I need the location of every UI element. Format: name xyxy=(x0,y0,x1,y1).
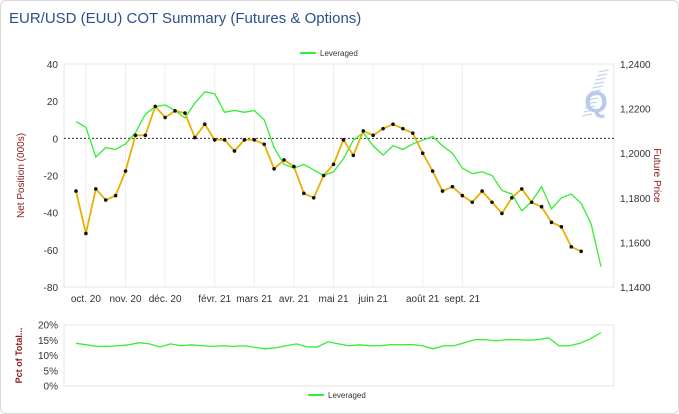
y2-tick-label: 1,2400 xyxy=(620,60,651,71)
price-point xyxy=(401,126,405,131)
y-tick-label: -80 xyxy=(44,283,59,294)
sub-y-tick-label: 15% xyxy=(38,336,58,347)
price-point xyxy=(391,122,395,127)
y2-tick-label: 1,2000 xyxy=(620,149,651,160)
y-tick-label: -60 xyxy=(44,246,59,257)
price-point xyxy=(500,211,504,216)
price-point xyxy=(143,133,148,138)
price-point xyxy=(341,138,346,142)
price-point xyxy=(292,164,296,169)
price-point xyxy=(450,184,455,189)
sub-plot-area xyxy=(63,324,615,387)
legend-label-leveraged: Leveraged xyxy=(320,49,358,58)
price-point xyxy=(579,249,583,254)
price-point xyxy=(193,135,197,140)
price-point xyxy=(123,169,128,173)
x-tick-label: oct. 20 xyxy=(71,294,101,305)
x-tick-label: nov. 20 xyxy=(109,294,141,305)
sub-y-tick-label: 5% xyxy=(44,366,59,377)
price-point xyxy=(559,224,564,229)
x-tick-label: mars 21 xyxy=(236,294,273,305)
price-point xyxy=(173,109,177,113)
price-point xyxy=(539,204,544,209)
price-point xyxy=(242,138,247,142)
price-point xyxy=(252,138,257,142)
price-point xyxy=(321,173,326,178)
price-point xyxy=(282,158,286,162)
price-point xyxy=(302,191,306,196)
price-point xyxy=(490,200,494,205)
price-point xyxy=(202,122,207,127)
price-point xyxy=(113,193,118,198)
y2-tick-label: 1,1600 xyxy=(620,238,651,249)
sub-y-tick-label: 20% xyxy=(38,321,58,332)
price-point xyxy=(371,133,375,138)
price-point xyxy=(480,189,484,193)
price-point xyxy=(420,151,425,155)
price-point xyxy=(460,193,465,198)
price-point xyxy=(183,111,187,115)
price-point xyxy=(311,196,316,200)
price-point xyxy=(430,169,435,173)
x-tick-label: déc. 20 xyxy=(149,294,182,305)
price-point xyxy=(410,131,415,135)
y2-tick-label: 1,2200 xyxy=(620,105,651,116)
x-tick-label: juin 21 xyxy=(357,294,388,305)
price-point xyxy=(163,115,167,120)
x-tick-label: mai 21 xyxy=(319,294,349,305)
price-point xyxy=(569,245,574,249)
y-tick-label: 0 xyxy=(52,134,58,145)
y-tick-label: -40 xyxy=(44,209,59,220)
series-line-price xyxy=(75,104,582,253)
sub-series-line-leveraged xyxy=(75,332,602,350)
q-logo-icon: Q xyxy=(581,69,609,119)
sub-y-tick-label: 0% xyxy=(44,382,59,393)
price-point xyxy=(549,220,554,225)
price-point xyxy=(232,149,237,153)
price-point xyxy=(74,189,78,193)
price-point xyxy=(212,138,217,142)
x-tick-label: avr. 21 xyxy=(279,294,309,305)
price-point xyxy=(133,133,138,138)
y2-tick-label: 1,1400 xyxy=(620,283,651,294)
price-point xyxy=(519,187,524,191)
y2-tick-label: 1,1800 xyxy=(620,194,651,205)
page-title: EUR/USD (EUU) COT Summary (Futures & Opt… xyxy=(9,10,362,27)
x-tick-label: août 21 xyxy=(406,294,440,305)
price-point xyxy=(470,200,475,205)
price-point xyxy=(440,189,445,193)
sub-legend-label-leveraged: Leveraged xyxy=(328,391,366,400)
y-tick-label: -20 xyxy=(44,172,59,183)
price-point xyxy=(94,187,98,191)
price-point xyxy=(222,138,227,142)
sub-y-axis-title: Pct of Total... xyxy=(14,328,24,384)
price-point xyxy=(103,198,108,202)
svg-text:Q: Q xyxy=(584,86,607,119)
price-point xyxy=(331,162,336,167)
price-point xyxy=(510,196,514,200)
y-tick-label: 20 xyxy=(47,97,59,108)
price-point xyxy=(351,153,356,158)
price-point xyxy=(153,104,158,109)
y-axis-title: Net Position (000s) xyxy=(16,133,27,218)
price-point xyxy=(272,167,276,171)
plot-area xyxy=(63,63,615,288)
price-point xyxy=(361,129,366,133)
x-tick-label: févr. 21 xyxy=(198,294,231,305)
price-point xyxy=(84,231,88,236)
sub-y-tick-label: 10% xyxy=(38,351,58,362)
price-point xyxy=(262,142,267,147)
price-point xyxy=(529,200,534,205)
price-point xyxy=(381,126,385,131)
y2-axis-title: Future Price xyxy=(651,148,662,203)
x-tick-label: sept. 21 xyxy=(445,294,481,305)
y-tick-label: 40 xyxy=(47,60,59,71)
